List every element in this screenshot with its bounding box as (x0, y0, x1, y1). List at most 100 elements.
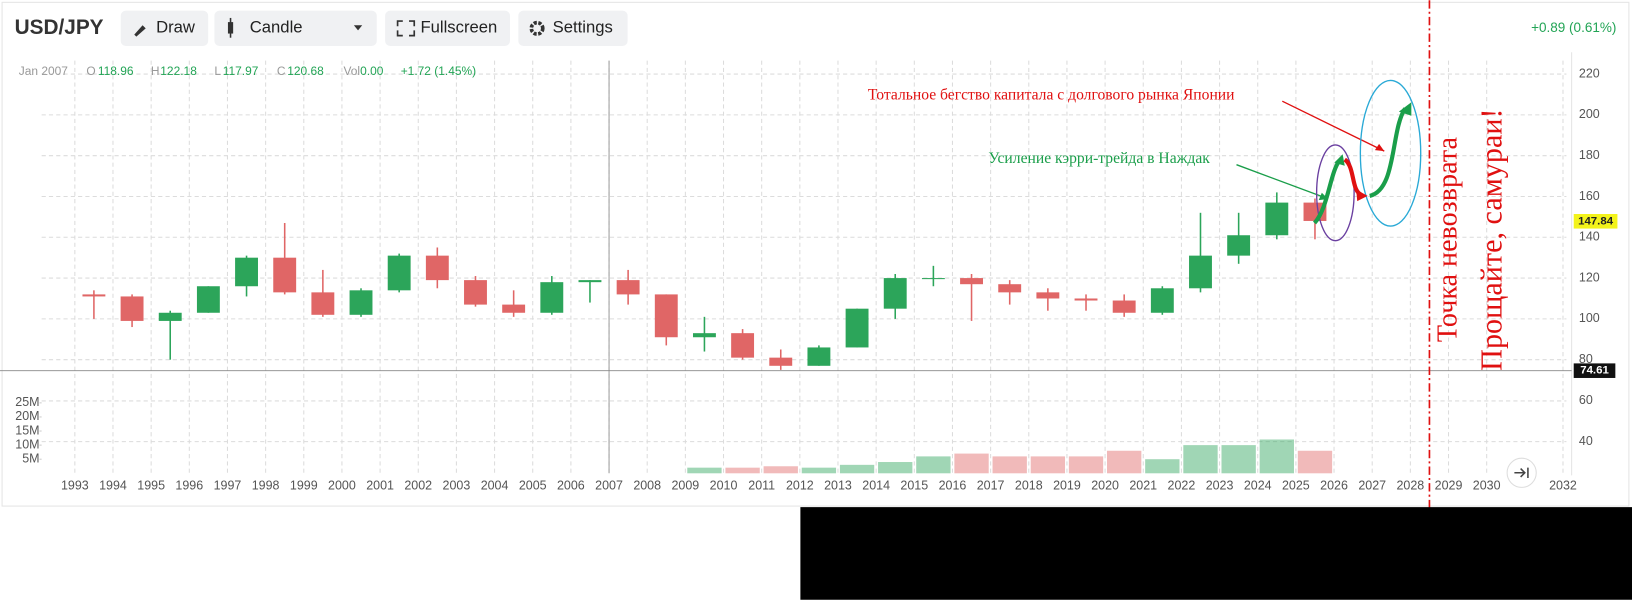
x-tick-label: 2026 (1320, 479, 1348, 493)
crosshair-label-box (1573, 363, 1616, 378)
x-tick-label: 2012 (786, 479, 814, 493)
annotation: Точка невозврата (1432, 137, 1463, 343)
x-tick-label: 2014 (862, 479, 890, 493)
x-tick-label: 2016 (939, 479, 967, 493)
x-tick-label: 2022 (1168, 479, 1196, 493)
volume-bar (1145, 459, 1180, 474)
candle-body (502, 304, 526, 313)
y-tick-label: 200 (1579, 107, 1600, 121)
volume-bar (763, 466, 798, 474)
annotations: Тотальное бегство капитала с долгового р… (868, 79, 1509, 371)
candle-body (1150, 288, 1174, 313)
volume-bar (992, 456, 1027, 474)
volume-bar (954, 453, 989, 474)
candle-body (1036, 292, 1060, 299)
symbol-title: USD/JPY (15, 16, 104, 39)
x-tick-label: 2017 (977, 479, 1005, 493)
volume-bar (1107, 450, 1142, 474)
x-tick-label: 2002 (404, 479, 432, 493)
x-tick-label: 1996 (175, 479, 203, 493)
x-tick-label: 2019 (1053, 479, 1081, 493)
x-tick-label: 2000 (328, 479, 356, 493)
forecast-arrow (1312, 159, 1342, 225)
highlight-ellipse (1359, 79, 1422, 227)
x-tick-label: 2009 (671, 479, 699, 493)
y-tick-label: 120 (1579, 270, 1600, 284)
draw-button[interactable]: Draw (120, 10, 209, 47)
scroll-to-end-button[interactable] (1506, 457, 1537, 488)
volume-bar (839, 464, 875, 474)
x-tick-label: 2003 (443, 479, 471, 493)
volume-bar (1297, 450, 1333, 474)
button-label: Draw (156, 18, 196, 37)
x-tick-label: 2027 (1358, 479, 1386, 493)
volume-bar (1183, 445, 1218, 474)
legend-key: O (86, 64, 95, 78)
x-tick-label: 2032 (1549, 479, 1577, 493)
x-tick-label: 1999 (290, 479, 318, 493)
pointer-line (1281, 100, 1385, 152)
candle-body (1074, 298, 1098, 301)
volume-bar (916, 456, 951, 474)
volume-tick-label: 15M (15, 423, 39, 437)
arrow-head (1356, 189, 1368, 202)
volume-tick-label: 10M (15, 437, 39, 451)
x-tick-label: 2013 (824, 479, 852, 493)
last-price-box (1573, 214, 1618, 229)
button-label: Settings (553, 18, 613, 37)
y-tick-label: 160 (1579, 189, 1600, 203)
volume-tick-label: 25M (15, 395, 39, 409)
chart-type-button[interactable]: Candle (214, 10, 377, 47)
fullscreen-button[interactable]: Fullscreen (385, 10, 510, 47)
x-tick-label: 2005 (519, 479, 547, 493)
x-tick-label: 1993 (61, 479, 89, 493)
x-tick-label: 2020 (1091, 479, 1119, 493)
x-tick-label: 1997 (214, 479, 242, 493)
arrow-head (1374, 143, 1385, 152)
volume-bar (878, 462, 913, 474)
legend-key: C (277, 64, 286, 78)
candle-body (921, 278, 945, 280)
y-tick-label: 140 (1579, 230, 1600, 244)
x-tick-label: 2006 (557, 479, 585, 493)
annotation: Тотальное бегство капитала с долгового р… (868, 87, 1235, 104)
x-tick-label: 1995 (137, 479, 165, 493)
volume-bar (1221, 445, 1256, 474)
candle-body (387, 255, 411, 291)
candle-body (235, 257, 258, 287)
x-tick-label: 2023 (1206, 479, 1234, 493)
volume-tick-label: 20M (15, 409, 39, 423)
x-tick-label: 1998 (252, 479, 280, 493)
x-tick-label: 1994 (99, 479, 127, 493)
highlight-ellipse (1315, 144, 1355, 242)
x-tick-label: 2028 (1396, 479, 1424, 493)
candle-body (769, 357, 793, 366)
candle-body (692, 333, 716, 338)
x-tick-label: 2010 (710, 479, 738, 493)
candle-body (1189, 255, 1212, 289)
pointer-line (1236, 164, 1327, 199)
frame (1, 1, 1630, 507)
forecast-arrow (1368, 107, 1407, 198)
candle-body (120, 296, 144, 321)
candle-body (158, 312, 182, 321)
annotation: Усиление кэрри-трейда в Наждак (988, 150, 1210, 167)
volume-bar (725, 467, 760, 474)
candle-body (731, 333, 755, 358)
volume-tick-label: 5M (22, 452, 39, 466)
y2-tick-label: 60 (1579, 393, 1593, 407)
candle-body (998, 284, 1022, 293)
candle-body (883, 278, 907, 309)
x-tick-label: 2001 (366, 479, 394, 493)
y-tick-label: 180 (1579, 148, 1600, 162)
settings-button[interactable]: Settings (518, 10, 628, 47)
x-tick-label: 2029 (1435, 479, 1463, 493)
grid: 1993 1994 1995 1996 1997 1998 1999 2000 2001 2002… (15, 52, 1600, 493)
legend-value: 118.96 (98, 64, 134, 78)
x-tick-label: 2015 (900, 479, 928, 493)
candle-body (616, 280, 640, 295)
candle-body (349, 290, 373, 315)
x-tick-label: 2008 (633, 479, 661, 493)
